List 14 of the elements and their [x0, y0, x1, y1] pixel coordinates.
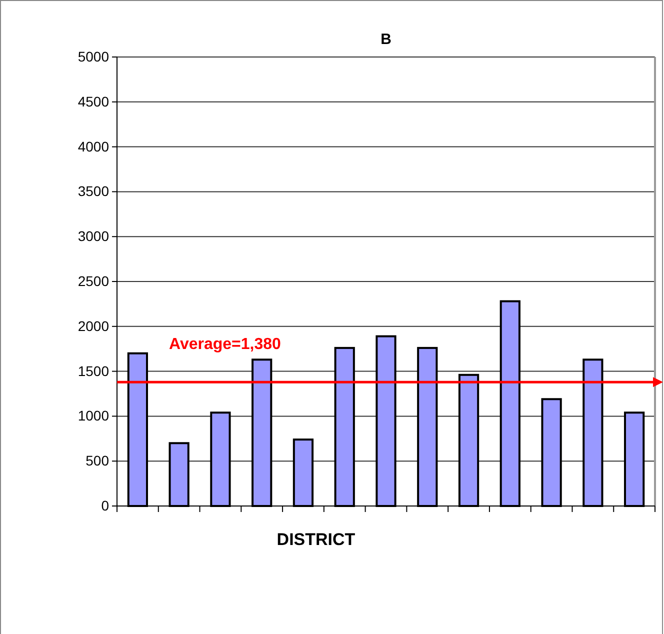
y-tick-label: 1500 — [78, 362, 110, 379]
y-tick-label: 3500 — [78, 183, 110, 200]
y-tick-label: 500 — [86, 452, 110, 469]
chart-title: B — [380, 31, 392, 48]
y-tick-label: 4000 — [78, 138, 110, 154]
y-tick-label: 4500 — [78, 93, 110, 110]
x-axis-title: DISTRICT — [276, 530, 356, 549]
y-tick-label: 0 — [101, 497, 110, 514]
y-tick-label: 2500 — [78, 272, 110, 289]
y-tick-label: 2000 — [78, 318, 110, 334]
ref-line-label: Average=1,380 — [169, 336, 282, 354]
y-tick-label: 1000 — [78, 408, 110, 424]
y-tick-label: 3000 — [78, 228, 110, 244]
y-tick-label: 5000 — [78, 48, 110, 64]
